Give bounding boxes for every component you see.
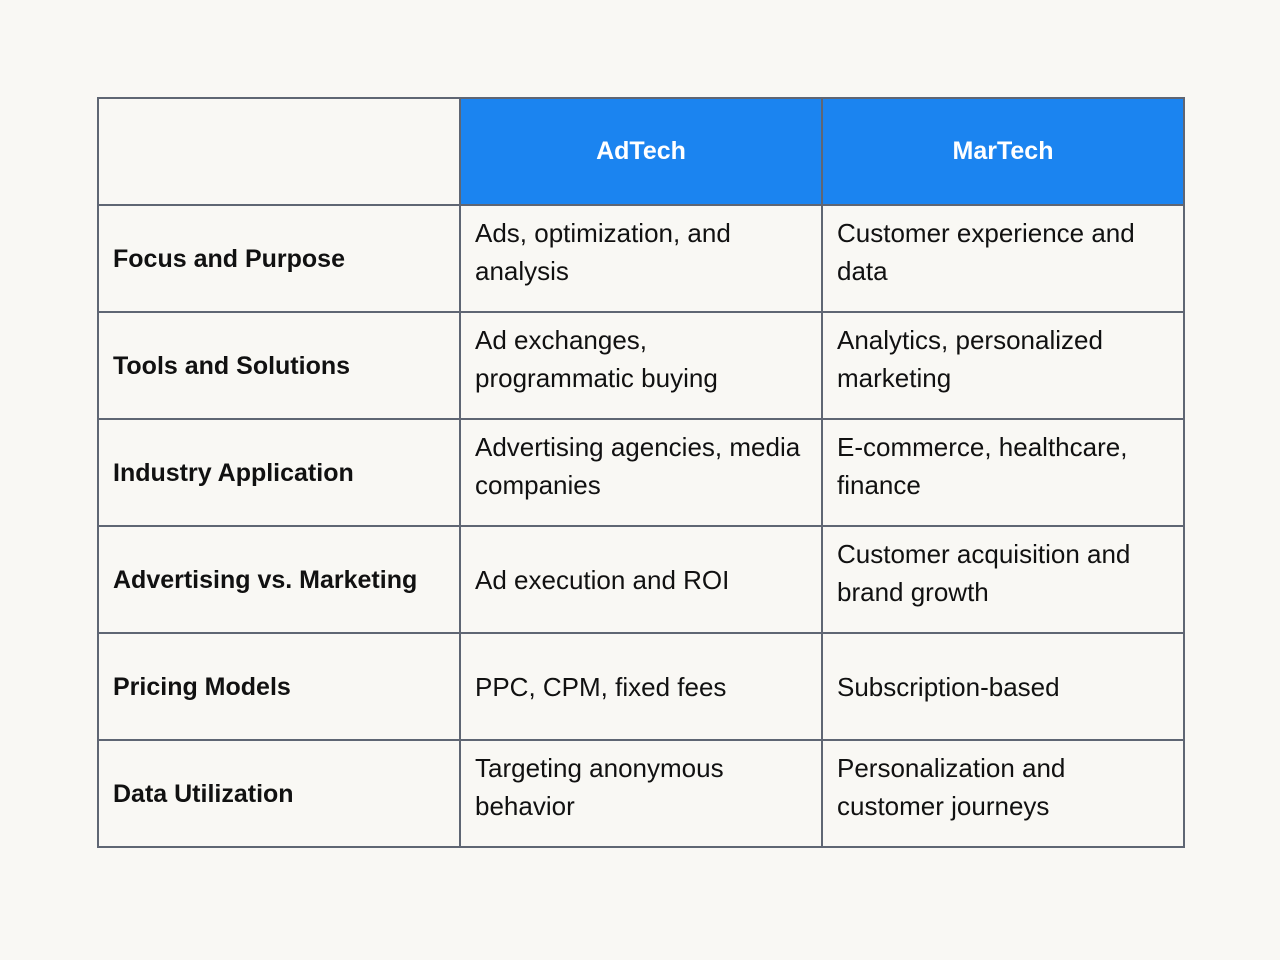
cell-martech-advertising: Customer acquisition and brand growth <box>821 525 1185 634</box>
corner-cell <box>97 97 461 206</box>
row-label-text: Industry Application <box>113 458 354 487</box>
cell-martech-focus: Customer experience and data <box>821 204 1185 313</box>
cell-text: PPC, CPM, fixed fees <box>475 671 727 702</box>
cell-adtech-focus: Ads, optimization, and analysis <box>459 204 823 313</box>
table-row: Pricing Models PPC, CPM, fixed fees Subs… <box>97 632 1185 741</box>
cell-text: Targeting anonymous behavior <box>475 752 724 821</box>
row-label-text: Tools and Solutions <box>113 351 351 380</box>
table-header-row: AdTech MarTech <box>97 97 1185 206</box>
table-row: Tools and Solutions Ad exchanges, progra… <box>97 311 1185 420</box>
cell-text: Ads, optimization, and analysis <box>475 217 731 286</box>
cell-martech-pricing: Subscription-based <box>821 632 1185 741</box>
cell-adtech-data: Targeting anonymous behavior <box>459 739 823 848</box>
row-label-text: Data Utilization <box>113 779 294 808</box>
table-row: Industry Application Advertising agencie… <box>97 418 1185 527</box>
cell-text: Ad execution and ROI <box>475 564 730 595</box>
cell-martech-tools: Analytics, personalized marketing <box>821 311 1185 420</box>
table-row: Focus and Purpose Ads, optimization, and… <box>97 204 1185 313</box>
row-label-pricing-models: Pricing Models <box>97 632 461 741</box>
cell-text: E-commerce, healthcare, finance <box>837 431 1128 500</box>
row-label-text: Pricing Models <box>113 672 291 701</box>
cell-text: Advertising agencies, media companies <box>475 431 801 500</box>
comparison-table: AdTech MarTech Focus and Purpose Ads, op… <box>97 97 1185 848</box>
row-label-industry-application: Industry Application <box>97 418 461 527</box>
cell-text: Analytics, personalized marketing <box>837 324 1103 393</box>
table-row: Data Utilization Targeting anonymous beh… <box>97 739 1185 848</box>
column-header-martech: MarTech <box>821 97 1185 206</box>
cell-adtech-tools: Ad exchanges, programmatic buying <box>459 311 823 420</box>
row-label-text: Advertising vs. Marketing <box>113 565 418 594</box>
cell-adtech-pricing: PPC, CPM, fixed fees <box>459 632 823 741</box>
cell-text: Subscription-based <box>837 671 1060 702</box>
row-label-advertising-vs-marketing: Advertising vs. Marketing <box>97 525 461 634</box>
cell-text: Ad exchanges, programmatic buying <box>475 324 718 393</box>
row-label-focus-and-purpose: Focus and Purpose <box>97 204 461 313</box>
cell-adtech-industry: Advertising agencies, media companies <box>459 418 823 527</box>
cell-text: Personalization and customer journeys <box>837 752 1066 821</box>
table-row: Advertising vs. Marketing Ad execution a… <box>97 525 1185 634</box>
cell-martech-data: Personalization and customer journeys <box>821 739 1185 848</box>
column-header-adtech: AdTech <box>459 97 823 206</box>
cell-martech-industry: E-commerce, healthcare, finance <box>821 418 1185 527</box>
row-label-data-utilization: Data Utilization <box>97 739 461 848</box>
cell-text: Customer experience and data <box>837 217 1135 286</box>
row-label-text: Focus and Purpose <box>113 244 345 273</box>
row-label-tools-and-solutions: Tools and Solutions <box>97 311 461 420</box>
cell-adtech-advertising: Ad execution and ROI <box>459 525 823 634</box>
cell-text: Customer acquisition and brand growth <box>837 538 1131 607</box>
